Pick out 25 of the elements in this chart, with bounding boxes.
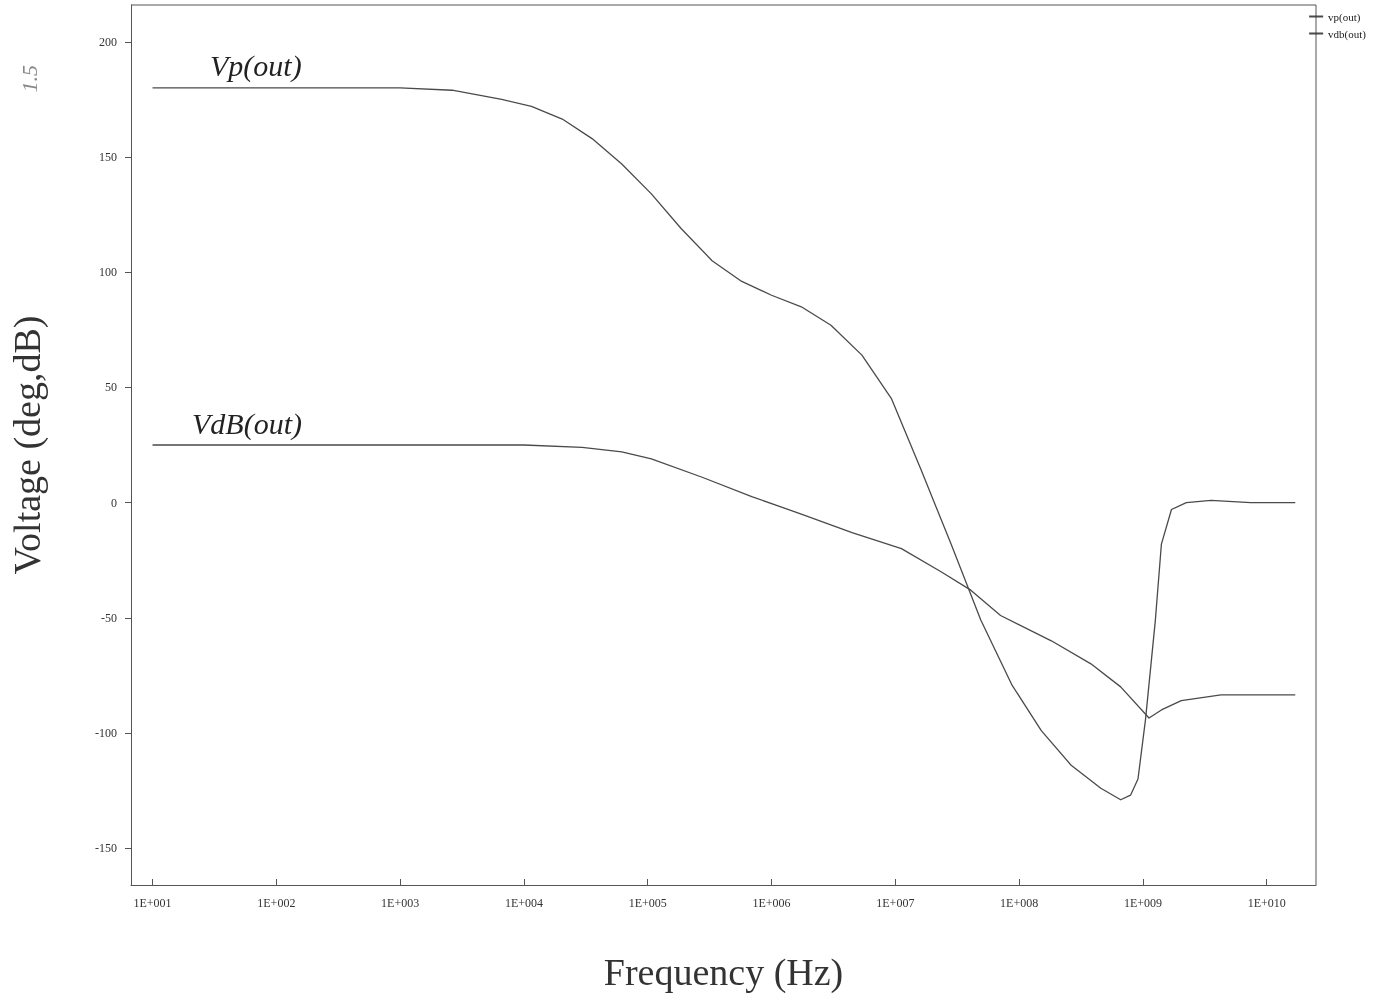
y-tick-label: 200 xyxy=(99,34,117,49)
y-tick-label: -50 xyxy=(101,610,117,625)
y-tick-label: 50 xyxy=(105,380,117,395)
x-tick-label: 1E+010 xyxy=(1247,896,1286,910)
x-tick-label: 1E+009 xyxy=(1123,896,1162,910)
x-tick-label: 1E+008 xyxy=(1000,896,1039,910)
y-tick-label: 100 xyxy=(99,265,117,280)
legend-label: vdb(out) xyxy=(1328,27,1367,41)
text: 1.5 xyxy=(16,65,42,93)
x-tick-label: 1E+003 xyxy=(381,896,420,910)
y-tick-label: 150 xyxy=(99,150,117,165)
x-tick-label: 1E+006 xyxy=(752,896,791,910)
y-tick-label: -150 xyxy=(95,841,117,856)
x-axis-title: Frequency (Hz) xyxy=(603,951,844,994)
x-tick-label: 1E+005 xyxy=(628,896,667,910)
annotation: Vp(out) xyxy=(210,48,302,83)
x-tick-label: 1E+001 xyxy=(133,896,172,910)
x-tick-label: 1E+004 xyxy=(504,896,543,910)
legend-label: vp(out) xyxy=(1328,10,1361,24)
x-tick-label: 1E+007 xyxy=(876,896,915,910)
y-axis-title: Voltage (deg,dB) xyxy=(6,315,49,575)
y-tick-label: 0 xyxy=(111,495,117,510)
x-tick-label: 1E+002 xyxy=(257,896,296,910)
y-tick-label: -100 xyxy=(95,725,117,740)
annotation: VdB(out) xyxy=(192,406,302,441)
